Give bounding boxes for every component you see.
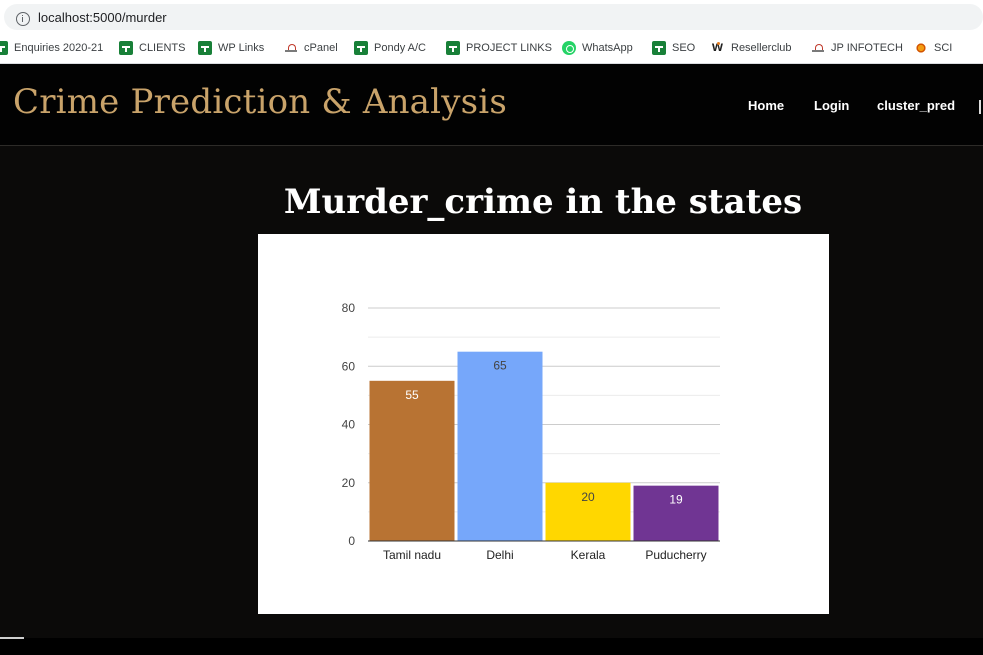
y-tick-label: 40 bbox=[342, 418, 356, 432]
sheets-icon bbox=[119, 41, 133, 55]
bookmark-label: JP INFOTECH bbox=[831, 42, 903, 54]
bar bbox=[369, 380, 455, 541]
sheets-icon bbox=[0, 41, 8, 55]
chart-panel: 0 20 40 60 80 55 Tamil nadu 65 Delhi 20 Kerala 19 Pu… bbox=[258, 234, 829, 614]
x-tick-label: Kerala bbox=[571, 548, 606, 562]
url-text[interactable]: localhost:5000/murder bbox=[38, 10, 167, 25]
nav-login[interactable]: Login bbox=[814, 98, 850, 113]
x-tick-label: Delhi bbox=[486, 548, 513, 562]
bookmark-label: PROJECT LINKS bbox=[466, 42, 552, 54]
bookmark-label: WhatsApp bbox=[582, 42, 633, 54]
nav-overflow-item bbox=[979, 100, 981, 114]
bottom-edge-mark bbox=[0, 637, 24, 639]
bookmark-jp-infotech[interactable]: JP INFOTECH bbox=[811, 40, 903, 56]
bar bbox=[545, 482, 631, 541]
bookmark-label: Pondy A/C bbox=[374, 42, 426, 54]
resellerclub-icon bbox=[711, 38, 725, 55]
bookmark-wp-links[interactable]: WP Links bbox=[198, 40, 264, 56]
browser-address-bar: localhost:5000/murder bbox=[0, 0, 983, 33]
info-icon[interactable] bbox=[16, 12, 30, 26]
bookmark-label: Resellerclub bbox=[731, 42, 792, 54]
y-tick-label: 0 bbox=[348, 534, 355, 548]
bookmark-label: cPanel bbox=[304, 42, 338, 54]
data-label: 19 bbox=[669, 493, 683, 507]
data-label: 65 bbox=[493, 359, 507, 373]
bookmark-cpanel[interactable]: cPanel bbox=[284, 40, 338, 56]
sheets-icon bbox=[446, 41, 460, 55]
bar-chart: 0 20 40 60 80 55 Tamil nadu 65 Delhi 20 Kerala 19 Pu… bbox=[342, 301, 720, 562]
bookmark-enquiries[interactable]: Enquiries 2020-21 bbox=[0, 40, 103, 56]
bar bbox=[633, 485, 719, 541]
bottom-bar bbox=[0, 638, 983, 655]
bookmark-seo[interactable]: SEO bbox=[652, 40, 695, 56]
bookmarks-bar: Enquiries 2020-21 CLIENTS WP Links cPane… bbox=[0, 33, 983, 64]
y-tick-label: 60 bbox=[342, 359, 356, 373]
sci-icon bbox=[914, 41, 928, 55]
cpanel-icon bbox=[284, 41, 298, 55]
bookmark-label: WP Links bbox=[218, 42, 265, 54]
bookmark-label: CLIENTS bbox=[139, 42, 186, 54]
bookmark-clients[interactable]: CLIENTS bbox=[119, 40, 185, 56]
url-field[interactable]: localhost:5000/murder bbox=[4, 4, 983, 30]
brand-title[interactable]: Crime Prediction & Analysis bbox=[13, 82, 508, 122]
bookmark-label: SEO bbox=[672, 42, 696, 54]
bar bbox=[457, 351, 543, 541]
sheets-icon bbox=[354, 41, 368, 55]
bookmark-whatsapp[interactable]: WhatsApp bbox=[562, 40, 633, 56]
cpanel-icon bbox=[811, 41, 825, 55]
site-header: Crime Prediction & Analysis Home Login c… bbox=[0, 64, 983, 146]
nav-cluster-pred[interactable]: cluster_pred bbox=[877, 98, 956, 113]
x-tick-label: Puducherry bbox=[645, 548, 706, 562]
sheets-icon bbox=[652, 41, 666, 55]
nav-home[interactable]: Home bbox=[748, 98, 785, 113]
bookmark-label: Enquiries 2020-21 bbox=[14, 42, 104, 54]
whatsapp-icon bbox=[562, 41, 576, 55]
page-title: Murder_crime in the states bbox=[283, 182, 803, 222]
x-tick-label: Tamil nadu bbox=[383, 548, 441, 562]
bookmark-project-links[interactable]: PROJECT LINKS bbox=[446, 40, 552, 56]
y-tick-label: 20 bbox=[342, 476, 356, 490]
bookmark-label: SCI bbox=[934, 42, 953, 54]
bookmark-resellerclub[interactable]: Resellerclub bbox=[711, 38, 792, 56]
sheets-icon bbox=[198, 41, 212, 55]
bookmark-pondy[interactable]: Pondy A/C bbox=[354, 40, 426, 56]
y-tick-label: 80 bbox=[342, 301, 356, 315]
data-label: 55 bbox=[405, 388, 419, 402]
data-label: 20 bbox=[581, 490, 595, 504]
bookmark-sci[interactable]: SCI bbox=[914, 40, 952, 56]
